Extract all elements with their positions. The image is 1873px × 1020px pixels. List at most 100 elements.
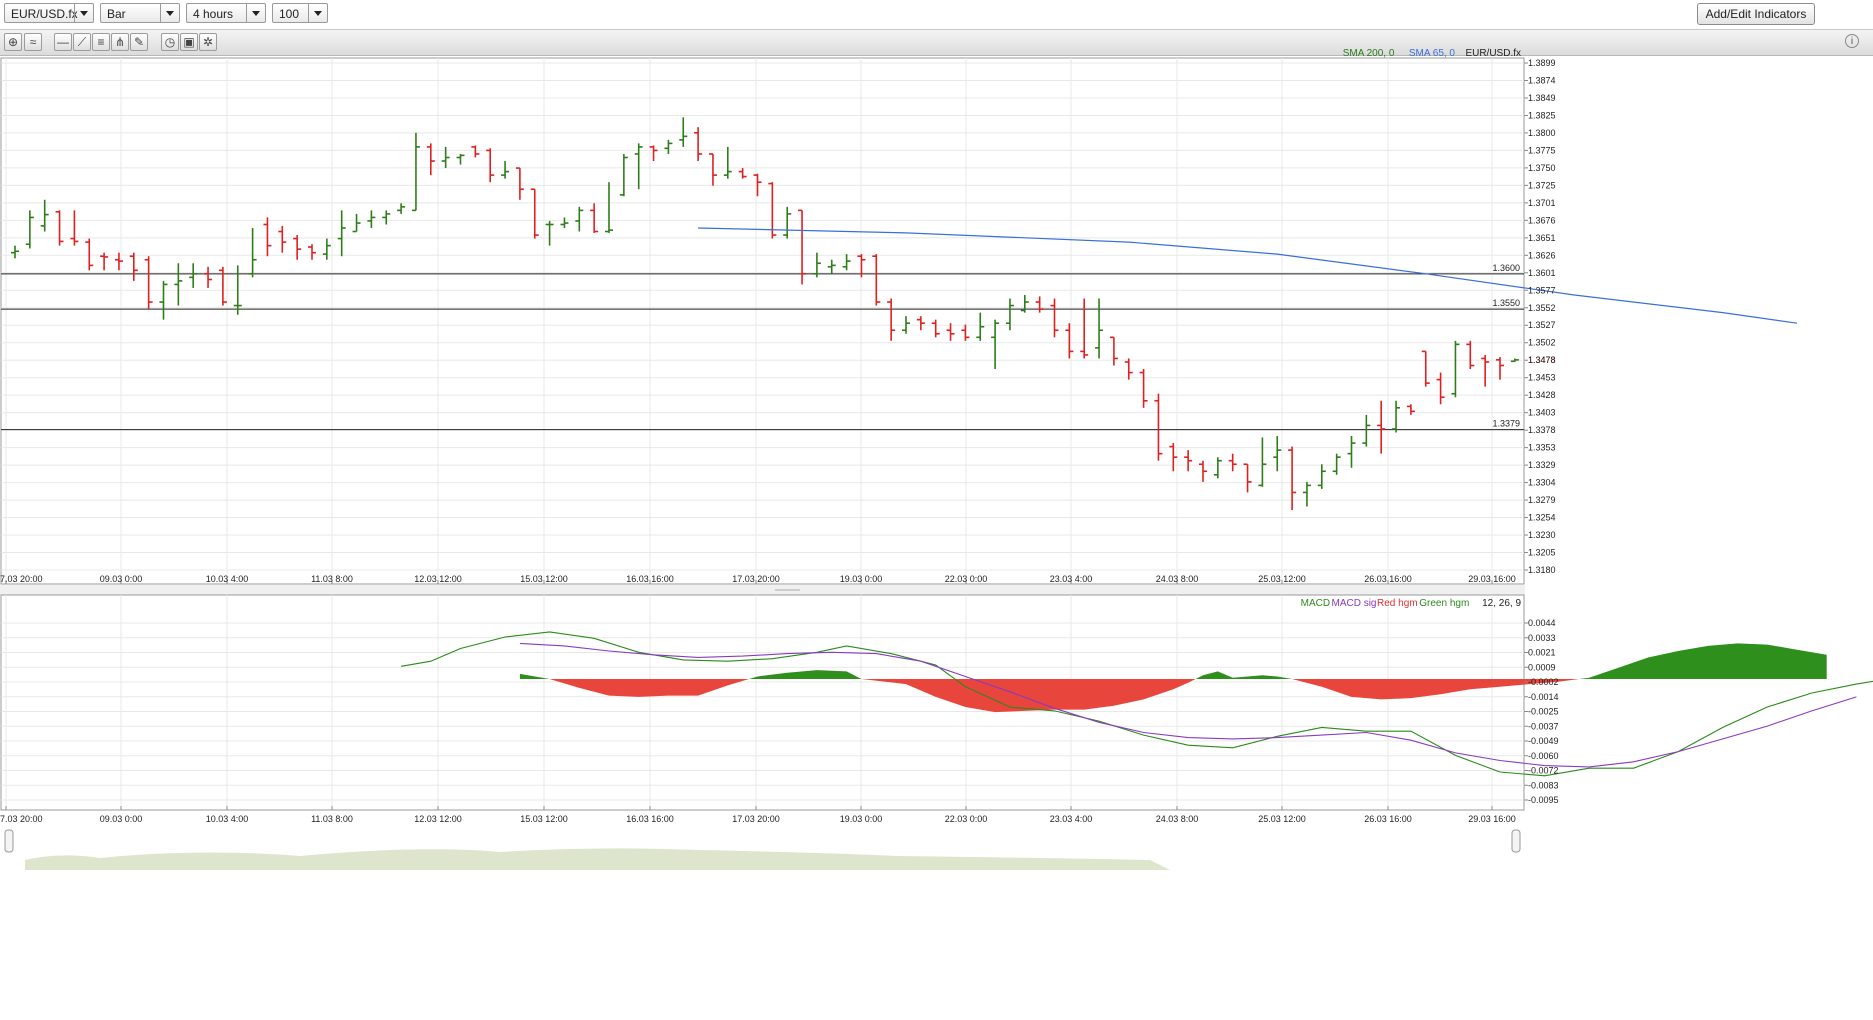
- top-toolbar: EUR/USD.fx Bar 4 hours 100 Add/Edit Indi…: [0, 0, 1873, 28]
- macd-x-tick-label: 29.03 16:00: [1468, 814, 1516, 824]
- price-y-tick-label: 1.3577: [1528, 285, 1556, 295]
- ohlc-bar: [1496, 357, 1504, 380]
- sma-line: [698, 227, 1798, 324]
- macd-red-histogram: [549, 679, 1580, 713]
- symbol-select-value: EUR/USD.fx: [11, 7, 78, 21]
- ohlc-bar: [812, 252, 821, 278]
- macd-legend-item: MACD: [1301, 598, 1330, 609]
- brush-icon[interactable]: ✎: [130, 33, 148, 51]
- price-x-tick-label: 26.03 16:00: [1364, 574, 1412, 584]
- ohlc-bar: [129, 252, 138, 281]
- ohlc-bar: [1273, 436, 1282, 472]
- price-x-tick-label: 15.03 12:00: [520, 574, 568, 584]
- price-y-tick-label: 1.3254: [1528, 513, 1556, 523]
- price-y-tick-label: 1.3676: [1528, 215, 1556, 225]
- ohlc-bar: [278, 225, 287, 253]
- chart-type-select[interactable]: Bar: [100, 3, 180, 23]
- macd-grid: [1, 595, 1524, 810]
- price-y-tick-label: 1.3725: [1528, 180, 1556, 190]
- price-bars: [11, 117, 1519, 511]
- ohlc-bar: [664, 139, 673, 154]
- ohlc-bar: [397, 203, 406, 214]
- ohlc-bar: [605, 182, 613, 233]
- macd-x-tick-label: 12.03 12:00: [414, 814, 462, 824]
- price-grid: [1, 58, 1524, 584]
- macd-panel-frame: [0, 594, 1525, 811]
- macd-x-tick-label: 19.03 0:00: [840, 814, 883, 824]
- macd-y-tick-label: 0.0009: [1528, 662, 1556, 672]
- ohlc-bar: [218, 266, 227, 306]
- ohlc-bar: [308, 244, 316, 260]
- ohlc-bar: [189, 263, 198, 288]
- ohlc-bar: [174, 263, 183, 306]
- navigator-left-handle[interactable]: [4, 829, 14, 853]
- navigator-right-handle[interactable]: [1511, 829, 1521, 853]
- ohlc-bar: [352, 213, 361, 233]
- panel-splitter[interactable]: [0, 585, 1525, 595]
- price-y-tick-label: 1.3775: [1528, 145, 1556, 155]
- macd-x-tick-label: 26.03 16:00: [1364, 814, 1412, 824]
- chevron-down-icon: [74, 4, 93, 22]
- macd-legend-item: 12, 26, 9: [1482, 598, 1521, 609]
- macd-line: [401, 631, 1873, 777]
- ohlc-bar: [902, 316, 910, 334]
- ohlc-bar: [1169, 443, 1178, 472]
- crosshair-icon[interactable]: ⊕: [4, 33, 22, 51]
- price-y-tick-label: 1.3750: [1528, 163, 1556, 173]
- macd-x-tick-label: 09.03 0:00: [100, 814, 143, 824]
- ohlc-bar: [159, 280, 168, 320]
- price-y-tick-label: 1.3825: [1528, 110, 1556, 120]
- price-y-tick-label: 1.3552: [1528, 303, 1556, 313]
- ohlc-bar: [545, 220, 554, 246]
- ohlc-bar: [1332, 453, 1341, 475]
- ohlc-bar: [1035, 296, 1044, 313]
- macd-y-tick-label: -0.0014: [1528, 692, 1559, 702]
- ohlc-bar: [1510, 358, 1519, 363]
- ohlc-bar: [501, 161, 510, 179]
- price-y-tick-label: 1.3205: [1528, 548, 1556, 558]
- ohlc-bar: [1050, 298, 1059, 338]
- chart-style-icon[interactable]: ≈: [24, 33, 42, 51]
- price-x-tick-label: 12.03 12:00: [414, 574, 462, 584]
- chart-type-value: Bar: [107, 7, 126, 21]
- pitchfork-icon[interactable]: ⋔: [111, 33, 129, 51]
- ohlc-bar: [1302, 481, 1311, 507]
- ohlc-bar: [857, 254, 866, 278]
- price-y-tick-label: 1.3701: [1528, 198, 1556, 208]
- ohlc-bar: [1288, 446, 1297, 511]
- settings-icon[interactable]: ✲: [199, 33, 217, 51]
- ohlc-bar: [1080, 298, 1089, 359]
- ohlc-bar: [976, 312, 985, 341]
- trend-line-icon[interactable]: ⟋: [73, 33, 91, 51]
- clock-icon[interactable]: ◷: [161, 33, 179, 51]
- ohlc-bar: [144, 256, 153, 310]
- ohlc-bar: [471, 145, 480, 158]
- ohlc-bar: [85, 238, 94, 271]
- ohlc-bar: [114, 252, 123, 271]
- macd-signal-line: [519, 642, 1857, 768]
- ohlc-bar: [1005, 298, 1014, 331]
- ohlc-bar: [679, 117, 688, 147]
- macd-x-tick-label: 25.03 12:00: [1258, 814, 1306, 824]
- ohlc-bar: [708, 153, 717, 186]
- ohlc-bar: [1466, 340, 1475, 370]
- bar-count-select[interactable]: 100: [272, 3, 328, 23]
- ohlc-bar: [946, 323, 955, 341]
- price-y-tick-label: 1.3626: [1528, 250, 1556, 260]
- ohlc-bar: [723, 146, 732, 179]
- timeframe-select[interactable]: 4 hours: [186, 3, 266, 23]
- price-y-tick-label: 1.3502: [1528, 338, 1556, 348]
- price-y-tick-label: 1.3849: [1528, 93, 1556, 103]
- horizontal-line-icon[interactable]: —: [54, 33, 72, 51]
- ohlc-bar: [1124, 358, 1133, 380]
- symbol-select[interactable]: EUR/USD.fx: [4, 3, 94, 23]
- fibonacci-icon[interactable]: ≡: [92, 33, 110, 51]
- macd-x-axis: 7.03 20:00 09.03 0:00 10.03 4:00 11.03 8:00…: [0, 806, 1516, 824]
- snapshot-icon[interactable]: ▣: [180, 33, 198, 51]
- horizontal-level-label: 1.3550: [1492, 298, 1520, 308]
- ohlc-bar: [1258, 437, 1267, 487]
- add-edit-indicators-button[interactable]: Add/Edit Indicators: [1697, 3, 1815, 25]
- macd-y-tick-label: -0.0002: [1528, 677, 1559, 687]
- info-icon[interactable]: i: [1845, 34, 1859, 48]
